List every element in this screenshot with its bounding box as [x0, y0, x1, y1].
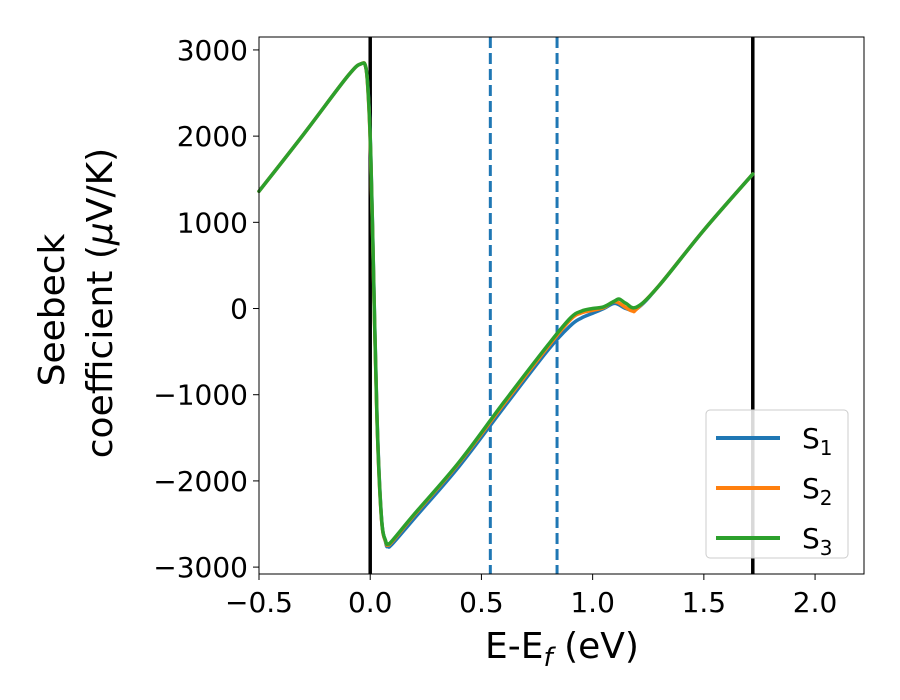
y-axis-label-line2: coefficient (μV/K): [80, 148, 121, 458]
x-tick-label: 1.0: [570, 586, 615, 619]
x-tick-label: 0.5: [459, 586, 504, 619]
y-tick-label: 2000: [177, 120, 248, 153]
y-axis-ticks: −3000 −2000 −1000 0 1000 2000 3000: [153, 34, 259, 584]
y-tick-label: 1000: [177, 206, 248, 239]
legend: S1 S2 S3: [705, 409, 849, 560]
y-tick-label: 3000: [177, 34, 248, 67]
y-axis-label-unit: V/K): [80, 148, 121, 222]
x-tick-label: 0.0: [348, 586, 393, 619]
y-axis-label-text: coefficient (: [80, 245, 121, 458]
y-axis-label-mu: μ: [80, 222, 121, 246]
y-tick-label: −3000: [153, 551, 248, 584]
y-axis-label-line1: Seebeck: [32, 233, 73, 386]
y-tick-label: 0: [230, 293, 248, 326]
x-axis-label: E-Ef (eV): [485, 626, 639, 673]
y-tick-label: −1000: [153, 379, 248, 412]
x-axis-ticks: −0.5 0.0 0.5 1.0 1.5 2.0: [225, 574, 837, 619]
x-tick-label: 2.0: [793, 586, 838, 619]
legend-label-s2: S2: [802, 472, 833, 510]
legend-items: S1 S2 S3: [716, 422, 833, 560]
x-tick-label: −0.5: [225, 586, 293, 619]
x-tick-label: 1.5: [682, 586, 727, 619]
legend-label-s3: S3: [802, 522, 833, 560]
legend-box: [705, 409, 849, 559]
x-axis-label-main: E-E: [485, 626, 543, 667]
plot-frame: [258, 36, 865, 575]
series-line-s3: [257, 61, 755, 547]
legend-label-s1: S1: [802, 422, 833, 460]
series-lines: [257, 61, 755, 549]
y-tick-label: −2000: [153, 465, 248, 498]
x-axis-label-unit: (eV): [553, 626, 639, 667]
